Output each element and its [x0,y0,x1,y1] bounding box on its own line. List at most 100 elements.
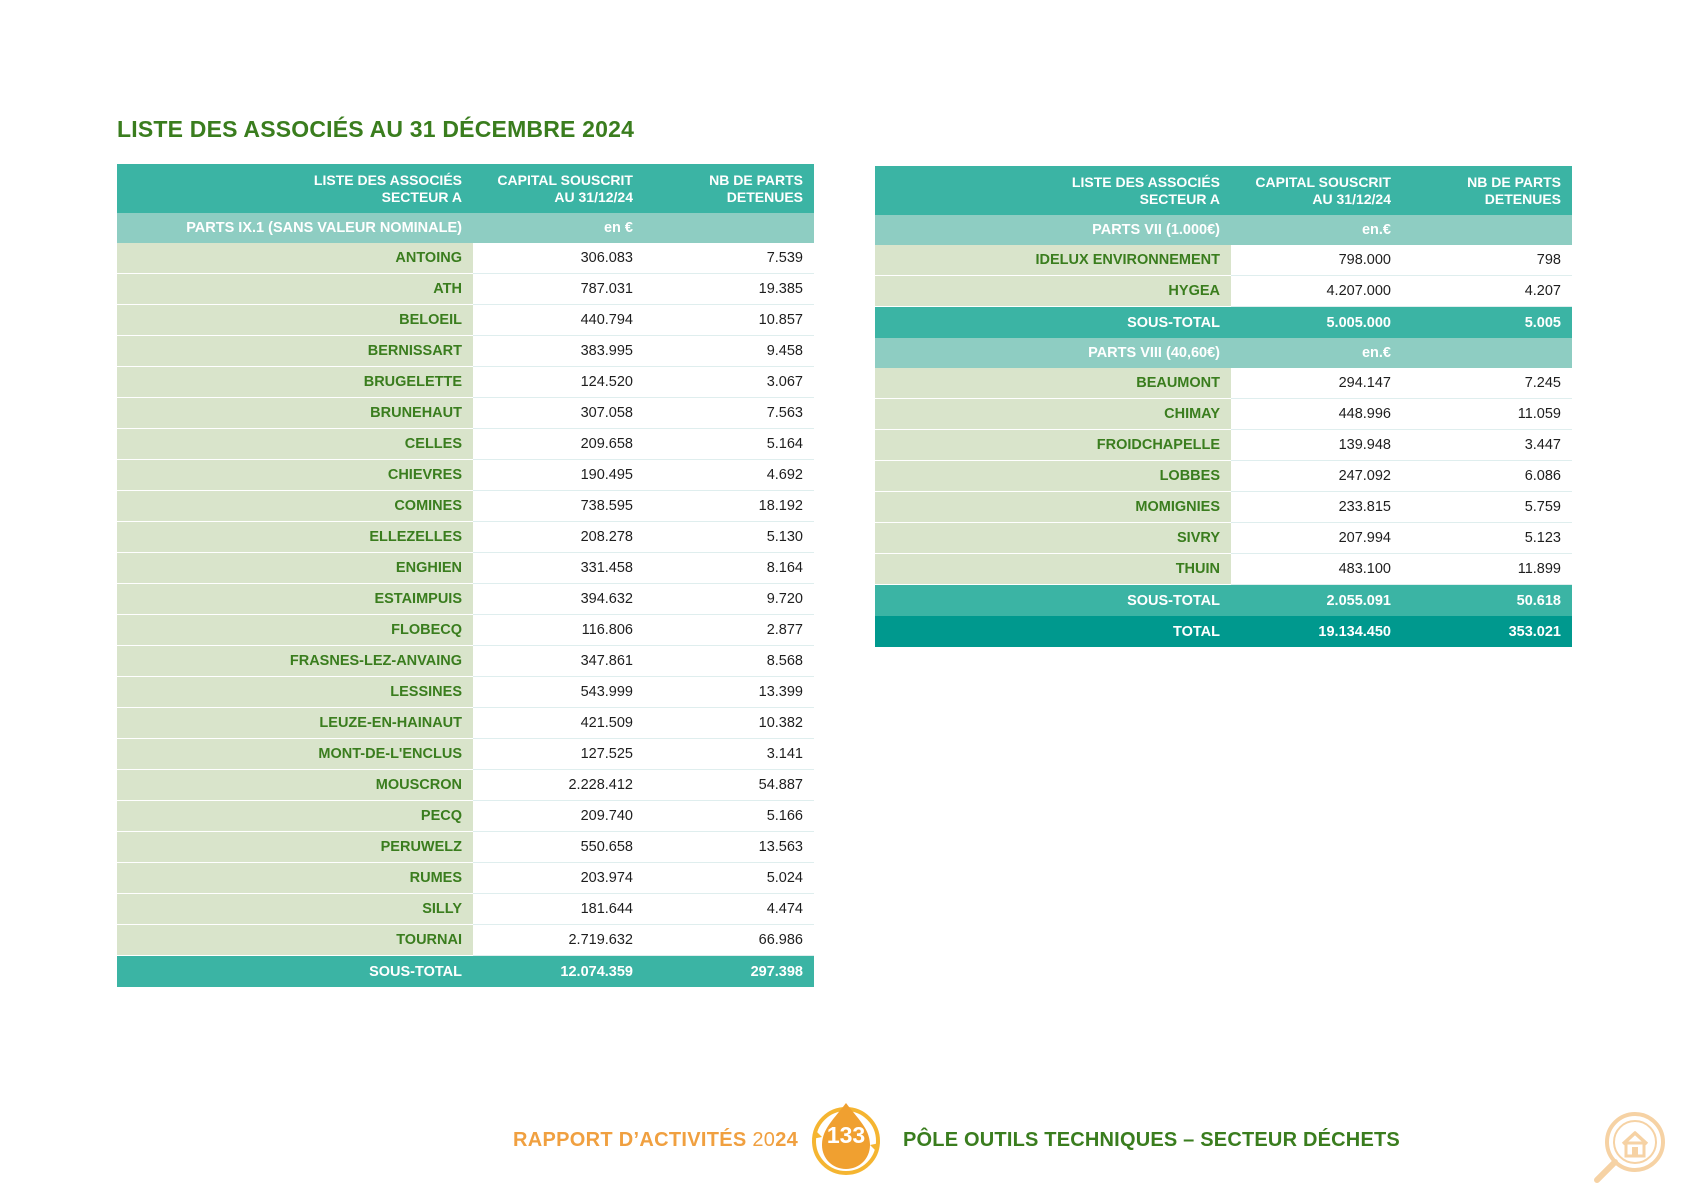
associate-name: CHIMAY [875,398,1231,430]
table-row-leuze-en-hainaut: LEUZE-EN-HAINAUT 421.509 10.382 [117,707,814,739]
total-capital: 19.134.450 [1231,616,1402,647]
parts-value: 13.399 [644,676,814,708]
subtotal-capital: 12.074.359 [473,955,644,987]
section-empty [1402,215,1572,245]
total-label: TOTAL [875,616,1231,647]
table-row-tournai: TOURNAI 2.719.632 66.986 [117,924,814,956]
header-capital: CAPITAL SOUSCRIT AU 31/12/24 [1231,166,1402,215]
home-search-icon[interactable] [1591,1108,1669,1186]
parts-value: 19.385 [644,273,814,305]
total-row: TOTAL 19.134.450 353.021 [875,616,1572,647]
table-row-rumes: RUMES 203.974 5.024 [117,862,814,894]
capital-value: 181.644 [473,893,644,925]
parts-value: 54.887 [644,769,814,801]
table-row-froidchapelle: FROIDCHAPELLE 139.948 3.447 [875,429,1572,461]
capital-value: 448.996 [1231,398,1402,430]
section-label: PARTS VIII (40,60€) [875,338,1231,368]
section-unit: en.€ [1231,338,1402,368]
table-header-row: LISTE DES ASSOCIÉS SECTEUR A CAPITAL SOUS… [117,164,814,213]
parts-value: 5.024 [644,862,814,894]
header-capital: CAPITAL SOUSCRIT AU 31/12/24 [473,164,644,213]
capital-value: 383.995 [473,335,644,367]
table-row-lobbes: LOBBES 247.092 6.086 [875,460,1572,492]
section-label: PARTS VII (1.000€) [875,215,1231,245]
parts-value: 5.123 [1402,522,1572,554]
capital-value: 209.658 [473,428,644,460]
capital-value: 124.520 [473,366,644,398]
parts-value: 10.857 [644,304,814,336]
parts-value: 13.563 [644,831,814,863]
associate-name: LESSINES [117,676,473,708]
parts-value: 8.164 [644,552,814,584]
associate-name: BELOEIL [117,304,473,336]
section-row: PARTS VIII (40,60€) en.€ [875,338,1572,368]
associate-name: LEUZE-EN-HAINAUT [117,707,473,739]
associate-name: FRASNES-LEZ-ANVAING [117,645,473,677]
capital-value: 4.207.000 [1231,275,1402,307]
table-row-beloeil: BELOEIL 440.794 10.857 [117,304,814,336]
capital-value: 394.632 [473,583,644,615]
capital-value: 190.495 [473,459,644,491]
header-associates: LISTE DES ASSOCIÉS SECTEUR A [875,166,1231,215]
parts-value: 7.245 [1402,368,1572,399]
parts-value: 5.130 [644,521,814,553]
table-row-ellezelles: ELLEZELLES 208.278 5.130 [117,521,814,553]
parts-value: 2.877 [644,614,814,646]
associate-name: HYGEA [875,275,1231,307]
associate-name: FLOBECQ [117,614,473,646]
capital-value: 2.719.632 [473,924,644,956]
parts-value: 9.720 [644,583,814,615]
associate-name: RUMES [117,862,473,894]
page-number: 133 [826,1122,866,1148]
table-row-brugelette: BRUGELETTE 124.520 3.067 [117,366,814,398]
capital-value: 307.058 [473,397,644,429]
subtotal-row: SOUS-TOTAL 12.074.359 297.398 [117,955,814,987]
associate-name: TOURNAI [117,924,473,956]
section-empty [1402,338,1572,368]
parts-value: 6.086 [1402,460,1572,492]
parts-value: 3.447 [1402,429,1572,461]
subtotal-row: SOUS-TOTAL 5.005.000 5.005 [875,306,1572,338]
associate-name: ENGHIEN [117,552,473,584]
associate-name: SILLY [117,893,473,925]
capital-value: 233.815 [1231,491,1402,523]
associate-name: ELLEZELLES [117,521,473,553]
table-row-pecq: PECQ 209.740 5.166 [117,800,814,832]
table-row-thuin: THUIN 483.100 11.899 [875,553,1572,585]
parts-value: 7.539 [644,243,814,274]
associate-name: LOBBES [875,460,1231,492]
parts-value: 4.207 [1402,275,1572,307]
parts-value: 9.458 [644,335,814,367]
subtotal-row: SOUS-TOTAL 2.055.091 50.618 [875,584,1572,616]
associate-name: FROIDCHAPELLE [875,429,1231,461]
associate-name: MOMIGNIES [875,491,1231,523]
section-unit: en € [473,213,644,243]
table-row-momignies: MOMIGNIES 233.815 5.759 [875,491,1572,523]
associate-name: SIVRY [875,522,1231,554]
capital-value: 483.100 [1231,553,1402,585]
capital-value: 207.994 [1231,522,1402,554]
capital-value: 738.595 [473,490,644,522]
capital-value: 208.278 [473,521,644,553]
table-row-lessines: LESSINES 543.999 13.399 [117,676,814,708]
associate-name: CELLES [117,428,473,460]
associate-name: BEAUMONT [875,368,1231,399]
associate-name: ESTAIMPUIS [117,583,473,615]
table-row-chimay: CHIMAY 448.996 11.059 [875,398,1572,430]
table-row-chievres: CHIEVRES 190.495 4.692 [117,459,814,491]
associates-table-parts-vii-viii: LISTE DES ASSOCIÉS SECTEUR A CAPITAL SOUS… [875,166,1572,647]
capital-value: 203.974 [473,862,644,894]
capital-value: 421.509 [473,707,644,739]
table-row-bernissart: BERNISSART 383.995 9.458 [117,335,814,367]
associate-name: CHIEVRES [117,459,473,491]
table-row-enghien: ENGHIEN 331.458 8.164 [117,552,814,584]
associate-name: BRUNEHAUT [117,397,473,429]
associates-table-parts-ix: LISTE DES ASSOCIÉS SECTEUR A CAPITAL SOUS… [117,164,814,987]
subtotal-parts: 297.398 [644,955,814,987]
capital-value: 347.861 [473,645,644,677]
table-row-comines: COMINES 738.595 18.192 [117,490,814,522]
table-row-flobecq: FLOBECQ 116.806 2.877 [117,614,814,646]
table-row-beaumont: BEAUMONT 294.147 7.245 [875,368,1572,399]
subtotal-parts: 50.618 [1402,584,1572,616]
parts-value: 18.192 [644,490,814,522]
